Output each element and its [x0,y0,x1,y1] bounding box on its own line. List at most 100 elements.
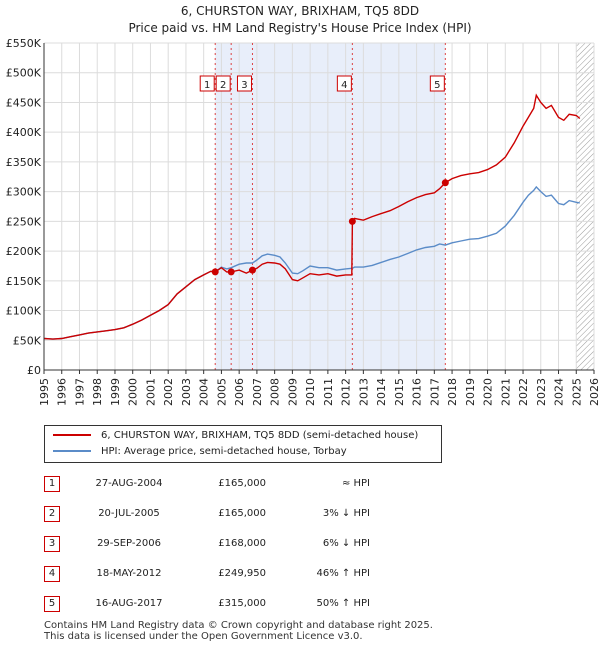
y-tick-label: £450K [6,96,42,109]
x-tick-label: 1999 [109,378,122,406]
sale-date: 18-MAY-2012 [96,568,162,579]
x-tick-label: 1996 [56,378,69,406]
x-tick-label: 2006 [233,378,246,406]
x-tick-label: 2007 [251,378,264,406]
sale-date: 27-AUG-2004 [95,478,163,489]
sale-point [348,217,356,225]
sale-number-box [215,75,231,92]
sale-number-box [429,75,445,92]
sale-number-box [199,75,215,92]
sales-row: 4 18-MAY-2012 £249,950 46% ↑ HPI [44,566,444,582]
y-tick-label: £200K [6,245,42,258]
sale-date: 16-AUG-2017 [95,598,163,609]
sale-point [211,268,219,276]
x-tick-label: 1995 [38,378,51,406]
sale-date: 20-JUL-2005 [98,508,160,519]
x-tick-label: 2001 [144,378,157,406]
sale-point [227,268,235,276]
ownership-shade [215,43,446,370]
price-chart: £0 £50K £100K £150K £200K £250K £300K £350K £400… [6,37,600,406]
x-tick-label: 2020 [482,378,495,406]
legend-label-hpi: HPI: Average price, semi-detached house,… [101,446,347,457]
sale-number-box [236,75,252,92]
x-tick-label: 2021 [499,378,512,406]
x-tick-label: 2002 [162,378,175,406]
sale-price: £165,000 [218,508,266,519]
sale-number-badge: 3 [44,536,60,552]
footer-line-2: This data is licensed under the Open Gov… [44,631,363,642]
legend-item-property: 6, CHURSTON WAY, BRIXHAM, TQ5 8DD (semi-… [53,428,418,444]
x-tick-label: 2010 [304,378,317,406]
sale-point [248,266,256,274]
sale-number-box [336,75,352,92]
chart-subtitle: Price paid vs. HM Land Registry's House … [128,21,472,35]
legend-label-property: 6, CHURSTON WAY, BRIXHAM, TQ5 8DD (semi-… [101,430,419,441]
x-tick-label: 2018 [446,378,459,406]
sale-number-badge: 4 [44,566,60,582]
x-tick-label: 2003 [180,378,193,406]
sale-number-label: 5 [434,80,440,91]
x-tick-label: 2017 [428,378,441,406]
x-tick-label: 2004 [198,378,211,406]
sale-hpi-compare: ≈ HPI [341,478,370,489]
sale-price: £315,000 [218,598,266,609]
sale-hpi-compare: 50% ↑ HPI [316,598,370,609]
y-tick-label: £100K [6,305,42,318]
x-tick-label: 2015 [393,378,406,406]
x-tick-label: 1998 [91,378,104,406]
x-tick-label: 2014 [375,378,388,406]
legend-swatch-property [53,434,91,436]
y-tick-label: £250K [6,215,42,228]
sale-number-badge: 5 [44,596,60,612]
footer-attribution: Contains HM Land Registry data © Crown c… [44,620,433,642]
y-tick-label: £50K [13,334,42,347]
sale-number-badge: 2 [44,506,60,522]
x-tick-label: 2022 [517,378,530,406]
sales-row: 2 20-JUL-2005 £165,000 3% ↓ HPI [44,506,444,522]
footer-line-1: Contains HM Land Registry data © Crown c… [44,620,433,631]
y-tick-label: £500K [6,67,42,80]
sale-number-label: 4 [341,80,347,91]
sale-date: 29-SEP-2006 [97,538,161,549]
sale-hpi-compare: 3% ↓ HPI [322,508,370,519]
sale-hpi-compare: 46% ↑ HPI [316,568,370,579]
legend-item-hpi: HPI: Average price, semi-detached house,… [53,444,347,460]
x-tick-label: 2023 [535,378,548,406]
x-tick-label: 2016 [411,378,424,406]
sale-number-label: 1 [204,80,210,91]
sale-price: £168,000 [218,538,266,549]
x-tick-label: 2009 [286,378,299,406]
x-tick-label: 2013 [357,378,370,406]
y-tick-label: £150K [6,275,42,288]
x-tick-label: 2026 [588,378,600,406]
x-tick-label: 2024 [553,378,566,406]
sales-row: 5 16-AUG-2017 £315,000 50% ↑ HPI [44,596,444,612]
x-tick-label: 2011 [322,378,335,406]
x-tick-label: 2000 [127,378,140,406]
sale-price: £165,000 [218,478,266,489]
sale-hpi-compare: 6% ↓ HPI [322,538,370,549]
y-tick-label: £0 [27,364,41,377]
y-tick-label: £350K [6,156,42,169]
chart-legend: 6, CHURSTON WAY, BRIXHAM, TQ5 8DD (semi-… [44,425,442,463]
sales-row: 1 27-AUG-2004 £165,000 ≈ HPI [44,476,444,492]
x-tick-label: 2012 [340,378,353,406]
x-tick-label: 2008 [269,378,282,406]
x-tick-label: 1997 [73,378,86,406]
sale-number-label: 2 [220,80,226,91]
x-tick-label: 2005 [215,378,228,406]
y-tick-label: £550K [6,37,42,50]
y-tick-label: £300K [6,186,42,199]
sale-number-label: 3 [241,80,247,91]
property-price-line [43,93,581,340]
sales-row: 3 29-SEP-2006 £168,000 6% ↓ HPI [44,536,444,552]
x-tick-label: 2025 [570,378,583,406]
chart-title: 6, CHURSTON WAY, BRIXHAM, TQ5 8DD [180,4,420,18]
sale-price: £249,950 [218,568,266,579]
x-tick-label: 2019 [464,378,477,406]
sale-number-badge: 1 [44,476,60,492]
forecast-hatch [576,43,594,370]
sale-point [441,179,449,187]
y-tick-label: £400K [6,126,42,139]
legend-swatch-hpi [53,450,91,452]
